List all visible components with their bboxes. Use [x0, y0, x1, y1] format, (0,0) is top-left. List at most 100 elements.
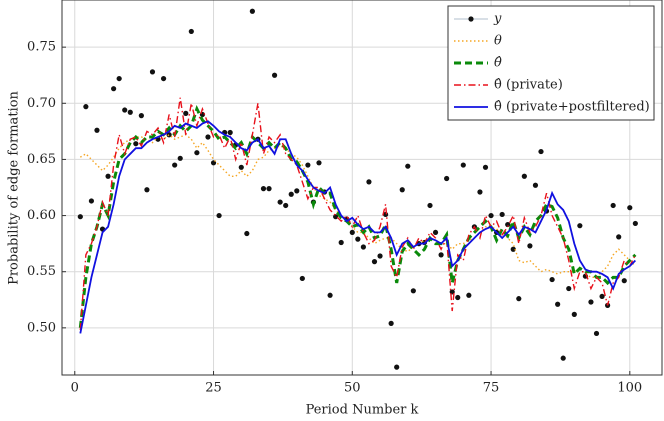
legend-label: θ̂ (private+postfiltered) — [494, 100, 650, 115]
data-point — [288, 191, 294, 197]
data-point — [444, 175, 450, 182]
y-tick-label: 0.60 — [27, 208, 56, 223]
data-point — [394, 364, 400, 370]
x-axis-label: Period Number k — [306, 403, 419, 418]
data-point — [427, 202, 433, 209]
data-point — [432, 229, 439, 236]
data-point — [238, 164, 244, 170]
data-point — [499, 211, 505, 218]
data-point — [294, 188, 300, 194]
data-point — [77, 214, 83, 220]
data-point — [360, 244, 366, 250]
data-point — [260, 186, 267, 192]
data-point — [410, 288, 416, 294]
data-point — [216, 212, 222, 219]
data-point — [333, 214, 339, 220]
data-point — [172, 162, 178, 168]
data-point — [88, 198, 95, 204]
series-line — [79, 120, 636, 334]
legend-marker — [468, 16, 474, 22]
data-point — [94, 127, 100, 133]
data-point — [277, 199, 283, 205]
data-point — [371, 259, 378, 265]
data-point — [316, 160, 322, 166]
data-point — [299, 275, 305, 282]
data-point — [538, 148, 544, 155]
y-tick-label: 0.65 — [27, 152, 56, 167]
data-point — [621, 278, 627, 284]
x-tick-label: 0 — [71, 381, 79, 396]
x-tick-label: 25 — [205, 381, 222, 396]
data-point — [205, 134, 211, 140]
legend-label: y — [493, 12, 502, 27]
data-point — [122, 107, 128, 113]
data-point — [466, 292, 472, 298]
plot-frame — [61, 0, 663, 376]
data-point — [83, 104, 89, 110]
legend-label: θ — [494, 34, 502, 49]
series-line — [79, 97, 636, 331]
data-point — [549, 276, 555, 283]
data-point — [532, 182, 539, 188]
data-point — [438, 252, 444, 258]
data-point — [138, 113, 144, 119]
y-tick-label: 0.50 — [27, 320, 56, 335]
data-point — [460, 162, 466, 168]
data-point — [160, 75, 167, 82]
y-tick-label: 0.55 — [27, 264, 56, 279]
data-point — [355, 236, 361, 242]
data-point — [566, 285, 572, 292]
data-point — [149, 69, 156, 75]
data-point — [593, 330, 600, 337]
data-point — [510, 246, 516, 252]
data-point — [377, 253, 383, 259]
data-point — [521, 173, 527, 179]
data-point — [327, 292, 333, 298]
legend-label: θ̂ — [494, 56, 502, 71]
data-point — [227, 129, 233, 136]
y-tick-label: 0.70 — [27, 96, 56, 111]
data-point — [105, 173, 111, 179]
data-point — [366, 179, 372, 185]
data-point — [283, 202, 289, 209]
data-point — [616, 234, 622, 240]
data-point — [338, 239, 344, 246]
data-point — [627, 205, 633, 211]
data-point — [111, 86, 117, 92]
data-point — [610, 202, 616, 209]
data-point — [144, 187, 150, 193]
data-point — [588, 299, 594, 305]
data-point — [388, 320, 394, 326]
data-point — [183, 110, 189, 116]
y-tick-label: 0.75 — [27, 40, 56, 55]
data-point — [488, 212, 494, 219]
data-point — [405, 163, 411, 169]
data-point — [505, 221, 511, 228]
data-point — [632, 220, 638, 227]
data-point — [194, 150, 200, 156]
data-point — [116, 75, 122, 82]
data-point — [516, 296, 522, 302]
data-point — [477, 189, 483, 195]
data-point — [305, 162, 311, 168]
data-point — [188, 28, 194, 35]
data-point — [244, 230, 250, 237]
data-point — [555, 301, 561, 307]
data-point — [571, 311, 577, 317]
data-point — [249, 8, 255, 14]
data-point — [177, 155, 183, 161]
y-axis-label: Probability of edge formation — [7, 90, 22, 284]
data-point — [577, 223, 583, 229]
data-point — [560, 355, 566, 361]
x-tick-label: 50 — [344, 381, 361, 396]
data-point — [455, 294, 461, 301]
data-point — [482, 164, 489, 170]
data-point — [133, 141, 139, 147]
data-point — [166, 132, 172, 138]
data-point — [349, 229, 355, 236]
data-point — [399, 187, 405, 193]
data-point — [127, 109, 133, 115]
data-point — [527, 243, 533, 249]
legend: yθ θ̂ θ̂ (private) θ̂ (private+postfiltered… — [447, 5, 655, 121]
